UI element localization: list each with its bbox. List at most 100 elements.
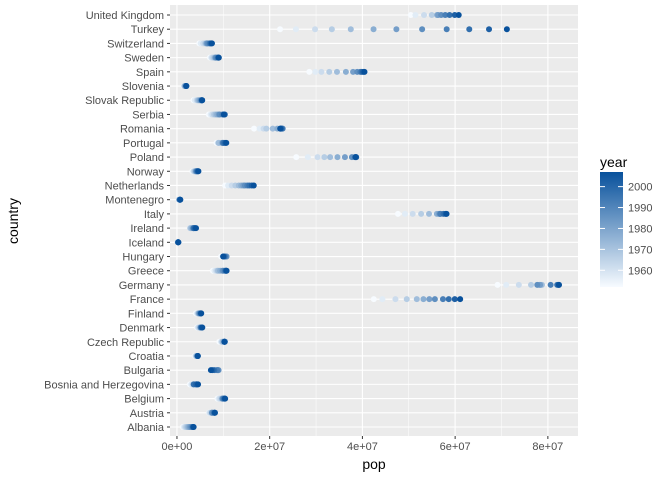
data-point <box>251 125 258 132</box>
data-point <box>438 12 445 18</box>
y-tick-label: Sweden <box>124 53 164 65</box>
data-point <box>370 26 377 33</box>
data-point <box>312 26 319 33</box>
legend-colorbar <box>600 172 623 287</box>
data-point <box>195 381 202 388</box>
data-point <box>250 182 257 189</box>
data-point <box>292 26 299 33</box>
data-point <box>314 154 321 161</box>
data-point <box>223 267 230 274</box>
data-point <box>443 210 450 217</box>
data-point <box>418 210 425 217</box>
data-point <box>379 296 386 303</box>
y-tick-label: Germany <box>119 280 165 292</box>
y-tick-label: Belgium <box>124 394 164 406</box>
y-tick-label: Montenegro <box>105 195 164 207</box>
x-tick-label: 4e+07 <box>347 441 378 453</box>
data-point <box>442 12 449 18</box>
data-points <box>174 12 562 430</box>
legend-title: year <box>600 154 628 170</box>
data-point <box>457 296 464 303</box>
data-point <box>426 210 433 217</box>
data-point <box>443 26 450 33</box>
y-tick-label: Finland <box>128 308 164 320</box>
data-point <box>528 281 535 288</box>
data-point <box>466 26 473 33</box>
data-point <box>547 281 554 288</box>
data-point <box>326 68 333 75</box>
y-tick-label: Iceland <box>129 237 164 249</box>
data-point <box>207 367 214 374</box>
data-point <box>515 281 522 288</box>
y-axis: Albania Austria Belgium Bosnia and Herzegov… <box>44 10 170 434</box>
grid-lines <box>170 5 578 436</box>
y-tick-label: Bulgaria <box>124 365 165 377</box>
data-point <box>421 12 428 18</box>
legend-ticks: 1960 1970 1980 1990 2000 <box>600 182 652 277</box>
data-point <box>193 225 200 232</box>
data-point <box>221 338 228 345</box>
data-point <box>312 68 319 75</box>
data-point <box>327 154 334 161</box>
data-point <box>413 296 420 303</box>
y-tick-label: Romania <box>120 124 165 136</box>
data-point <box>333 68 340 75</box>
data-point <box>190 424 197 430</box>
data-point <box>194 352 201 359</box>
plot-panel <box>170 5 578 436</box>
y-tick-label: Slovak Republic <box>85 95 164 107</box>
data-point <box>445 296 452 303</box>
data-point <box>277 125 284 132</box>
x-axis-title: pop <box>362 456 386 472</box>
y-tick-label: Poland <box>130 152 164 164</box>
data-point <box>318 68 325 75</box>
legend: year 1960 1970 1980 1990 2000 <box>600 154 652 287</box>
y-tick-label: Denmark <box>119 323 164 335</box>
data-point <box>223 139 230 146</box>
y-tick-label: Croatia <box>129 351 165 363</box>
y-tick-label: Portugal <box>123 138 164 150</box>
data-point <box>446 12 453 18</box>
data-point <box>341 154 348 161</box>
data-point <box>321 154 328 161</box>
y-tick-label: Spain <box>136 67 164 79</box>
data-point <box>420 296 427 303</box>
data-point <box>221 111 228 118</box>
data-point <box>412 12 419 18</box>
data-point <box>431 296 438 303</box>
data-point <box>428 12 435 18</box>
data-point <box>199 324 206 331</box>
data-point <box>222 395 229 402</box>
data-point <box>370 296 377 303</box>
y-tick-label: Slovenia <box>122 81 165 93</box>
data-point <box>277 26 284 33</box>
data-point <box>352 154 359 161</box>
data-point <box>503 281 510 288</box>
data-point <box>342 68 349 75</box>
data-point <box>401 210 408 217</box>
y-tick-label: Albania <box>127 422 165 434</box>
data-point <box>347 26 354 33</box>
data-point <box>455 12 462 18</box>
data-point <box>183 83 190 90</box>
x-tick-label: 8e+07 <box>532 441 563 453</box>
data-point <box>361 68 368 75</box>
data-point <box>306 68 313 75</box>
data-point <box>486 26 493 33</box>
legend-tick-label: 1990 <box>628 203 652 215</box>
y-tick-label: United Kingdom <box>86 10 164 22</box>
y-tick-label: Norway <box>127 166 165 178</box>
y-tick-label: Serbia <box>132 109 165 121</box>
data-point <box>494 281 501 288</box>
data-point <box>208 40 215 47</box>
data-point <box>199 97 206 104</box>
data-point <box>198 310 205 317</box>
x-tick-label: 0e+00 <box>162 441 193 453</box>
y-tick-label: Austria <box>130 408 165 420</box>
data-point <box>503 26 510 33</box>
legend-tick-label: 1970 <box>628 244 652 256</box>
data-point <box>304 154 311 161</box>
data-point <box>419 26 426 33</box>
